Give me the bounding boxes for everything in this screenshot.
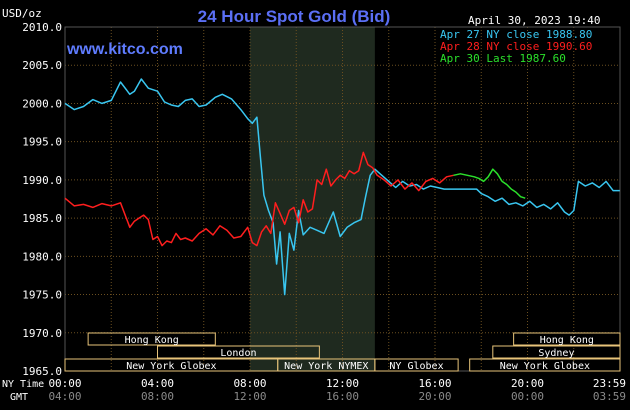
- x-tick-label-gmt: 12:00: [233, 390, 266, 403]
- y-tick-label: 1975.0: [22, 289, 62, 302]
- x-tick-label-ny: 00:00: [48, 377, 81, 390]
- series-line-apr30: [453, 168, 526, 199]
- gmt-label: GMT: [10, 392, 28, 403]
- market-session-box: [87, 332, 216, 346]
- y-axis: 2010.0 2005.0 2000.0 1995.0 1990.0 1985.0 1980…: [22, 21, 62, 378]
- y-tick-label: 2000.0: [22, 97, 62, 110]
- x-tick-label-gmt: 03:59: [593, 390, 626, 403]
- market-session-box: [374, 358, 459, 372]
- legend-entry-apr28: Apr 28 NY close 1990.60: [440, 40, 592, 53]
- y-tick-label: 1965.0: [22, 365, 62, 378]
- legend-entry-apr27: Apr 27 NY close 1988.80: [440, 28, 592, 41]
- brand-watermark: www.kitco.com: [66, 41, 183, 58]
- x-tick-label-ny: 04:00: [141, 377, 174, 390]
- y-tick-label: 1990.0: [22, 174, 62, 187]
- market-session-box: [492, 345, 621, 359]
- x-tick-label-ny: 08:00: [233, 377, 266, 390]
- market-session-label: New York Globex: [126, 361, 216, 372]
- x-tick-label-gmt: 16:00: [326, 390, 359, 403]
- nymex-session-shade: [250, 27, 375, 371]
- market-session-box: [469, 358, 621, 372]
- market-session-label: Sydney: [538, 348, 574, 359]
- legend-entry-apr30: Apr 30 Last 1987.60: [440, 52, 566, 65]
- series-line-apr28: [64, 151, 454, 247]
- x-tick-label-gmt: 00:00: [511, 390, 544, 403]
- x-axis: 00:00 04:00 08:00 12:00 16:00 20:00 23:5904:00…: [48, 377, 626, 403]
- chart-date: April 30, 2023 19:40: [468, 14, 600, 27]
- ny-time-label: NY Time: [2, 379, 44, 390]
- series-line-apr27: [64, 78, 620, 296]
- legend: Apr 27 NY close 1988.80 Apr 28 NY close …: [440, 28, 592, 65]
- y-tick-label: 2010.0: [22, 21, 62, 34]
- x-tick-label-gmt: 20:00: [418, 390, 451, 403]
- market-session-label: New York NYMEX: [284, 361, 368, 372]
- y-tick-label: 1970.0: [22, 327, 62, 340]
- x-tick-label-gmt: 08:00: [141, 390, 174, 403]
- market-session-label: London: [220, 348, 256, 359]
- market-session-label: New York Globex: [500, 361, 590, 372]
- market-session-label: NY Globex: [389, 361, 443, 372]
- x-tick-label-ny: 16:00: [418, 377, 451, 390]
- market-session-box: [157, 345, 320, 359]
- price-series: [64, 78, 620, 296]
- market-session-label: Hong Kong: [125, 335, 179, 346]
- chart-title: 24 Hour Spot Gold (Bid): [198, 7, 391, 26]
- market-session-box: [513, 332, 621, 346]
- y-tick-label: 1980.0: [22, 250, 62, 263]
- y-tick-label: 1985.0: [22, 212, 62, 225]
- x-tick-label-ny: 23:59: [593, 377, 626, 390]
- x-tick-label-gmt: 04:00: [48, 390, 81, 403]
- market-session-label: Hong Kong: [540, 335, 594, 346]
- y-tick-label: 1995.0: [22, 136, 62, 149]
- unit-label: USD/oz: [2, 7, 42, 20]
- chart-grid: [64, 26, 621, 372]
- y-tick-label: 2005.0: [22, 59, 62, 72]
- x-tick-label-ny: 12:00: [326, 377, 359, 390]
- market-sessions: Hong Kong London New York Globex New York N…: [64, 332, 621, 372]
- x-tick-label-ny: 20:00: [511, 377, 544, 390]
